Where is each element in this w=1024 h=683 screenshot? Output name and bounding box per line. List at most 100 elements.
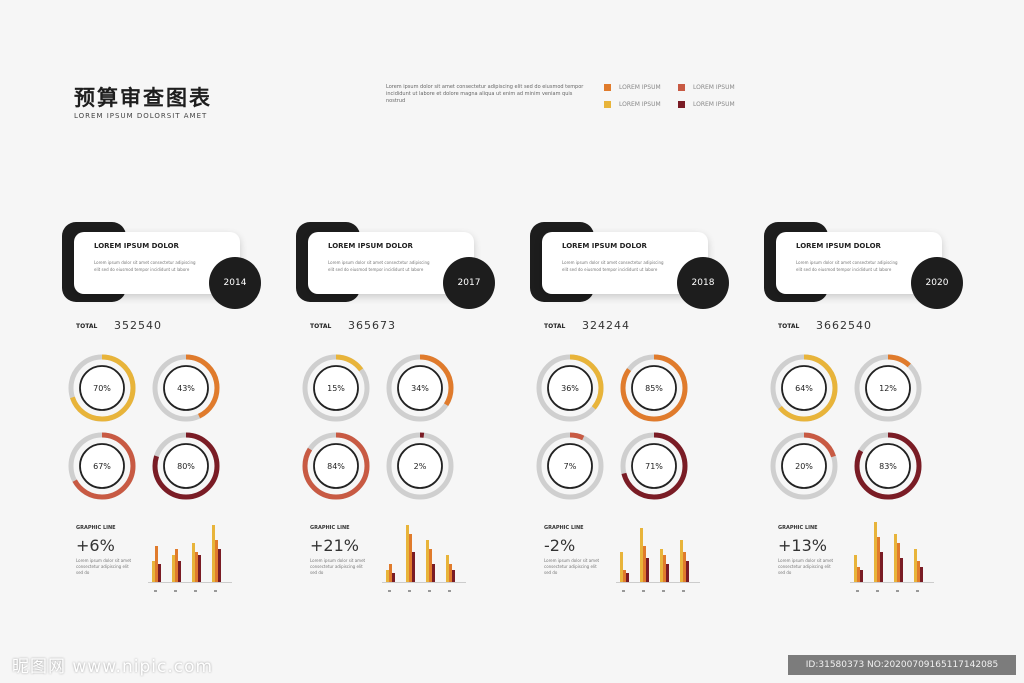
bar	[218, 549, 221, 582]
total-value: 352540	[114, 319, 162, 332]
total-value: 365673	[348, 319, 396, 332]
stats-text: Lorem ipsum dolor sit amet consectetur a…	[310, 558, 366, 575]
page-title: 预算审查图表	[74, 86, 212, 110]
card-title: LOREM IPSUM DOLOR	[94, 242, 179, 250]
bar-tick	[642, 590, 645, 592]
donut-inner-ring	[781, 365, 827, 411]
bar-tick	[214, 590, 217, 592]
year-badge: 2014	[209, 257, 261, 309]
total-label: TOTAL	[778, 323, 800, 330]
donut-arc	[620, 354, 688, 422]
donut-arc	[854, 354, 922, 422]
donut-arc	[68, 432, 136, 500]
bar	[920, 567, 923, 582]
donut-inner-ring	[631, 443, 677, 489]
bar	[897, 543, 900, 582]
donut-inner-ring	[397, 443, 443, 489]
stats-label: GRAPHIC LINE	[778, 525, 818, 531]
donut-label: 85%	[645, 384, 663, 393]
donut-inner-ring	[163, 365, 209, 411]
donut-inner-ring	[397, 365, 443, 411]
growth-value: -2%	[544, 536, 576, 555]
image-id-badge: ID:31580373 NO:20200709165117142085	[788, 655, 1016, 675]
bar	[623, 570, 626, 582]
bar	[880, 552, 883, 582]
donut-inner-ring	[547, 365, 593, 411]
donut-arc	[854, 432, 922, 500]
bar-tick	[856, 590, 859, 592]
bar	[158, 564, 161, 582]
bar	[646, 558, 649, 582]
donut-arc	[386, 432, 454, 500]
donut-inner-ring	[79, 443, 125, 489]
bar	[626, 573, 629, 582]
donut-group: 70% 43% 67% 80%	[68, 354, 220, 500]
intro-text: Lorem ipsum dolor sit amet consectetur a…	[386, 84, 584, 104]
bar	[680, 540, 683, 582]
donut-arc	[152, 354, 220, 422]
bar	[914, 549, 917, 582]
bar	[446, 555, 449, 582]
legend-item: LOREM IPSUM	[678, 101, 735, 108]
card-text: Lorem ipsum dolor sit amet consectetur a…	[328, 260, 430, 272]
bar-tick	[174, 590, 177, 592]
year-column: LOREM IPSUM DOLOR Lorem ipsum dolor sit …	[528, 220, 758, 610]
bar	[409, 534, 412, 582]
donut-inner-ring	[865, 365, 911, 411]
bar	[392, 573, 395, 582]
bar-chart	[148, 525, 232, 592]
bar-chart	[850, 522, 934, 592]
donut-arc	[770, 432, 838, 500]
bar	[152, 561, 155, 582]
growth-value: +6%	[76, 536, 115, 555]
donut-label: 64%	[795, 384, 813, 393]
legend-item: LOREM IPSUM	[604, 101, 661, 108]
bar	[389, 564, 392, 582]
bar	[198, 555, 201, 582]
stats-text: Lorem ipsum dolor sit amet consectetur a…	[544, 558, 600, 575]
bar	[854, 555, 857, 582]
donut-label: 71%	[645, 462, 663, 471]
bar	[917, 561, 920, 582]
stats-label: GRAPHIC LINE	[544, 525, 584, 531]
donut-group: 36% 85% 7% 71%	[536, 354, 688, 500]
legend-swatch	[678, 101, 685, 108]
bar	[155, 546, 158, 582]
card-title: LOREM IPSUM DOLOR	[562, 242, 647, 250]
donut-label: 36%	[561, 384, 579, 393]
year-column: LOREM IPSUM DOLOR Lorem ipsum dolor sit …	[762, 220, 992, 610]
bar	[874, 522, 877, 582]
bar	[192, 543, 195, 582]
bar	[683, 552, 686, 582]
bar	[620, 552, 623, 582]
legend-label: LOREM IPSUM	[619, 84, 661, 91]
watermark-text: 昵图网 www.nipic.com	[12, 657, 214, 677]
bar-tick	[408, 590, 411, 592]
donut-label: 2%	[414, 462, 427, 471]
bar	[172, 555, 175, 582]
bar-tick	[876, 590, 879, 592]
bar	[412, 552, 415, 582]
growth-value: +13%	[778, 536, 827, 555]
donut-arc	[152, 432, 220, 500]
bar	[894, 534, 897, 582]
card-title: LOREM IPSUM DOLOR	[796, 242, 881, 250]
bar-tick	[896, 590, 899, 592]
legend-swatch	[604, 101, 611, 108]
donut-label: 12%	[879, 384, 897, 393]
bar	[432, 564, 435, 582]
info-card: LOREM IPSUM DOLOR Lorem ipsum dolor sit …	[542, 232, 708, 294]
bar	[452, 570, 455, 582]
growth-value: +21%	[310, 536, 359, 555]
donut-inner-ring	[631, 365, 677, 411]
donut-arc	[770, 354, 838, 422]
donut-arc	[68, 354, 136, 422]
legend-label: LOREM IPSUM	[619, 101, 661, 108]
page-subtitle: LOREM IPSUM DOLORSIT AMET	[74, 112, 208, 120]
bar	[900, 558, 903, 582]
bar	[660, 549, 663, 582]
bar	[877, 537, 880, 582]
total-label: TOTAL	[76, 323, 98, 330]
bar	[449, 564, 452, 582]
donut-label: 15%	[327, 384, 345, 393]
